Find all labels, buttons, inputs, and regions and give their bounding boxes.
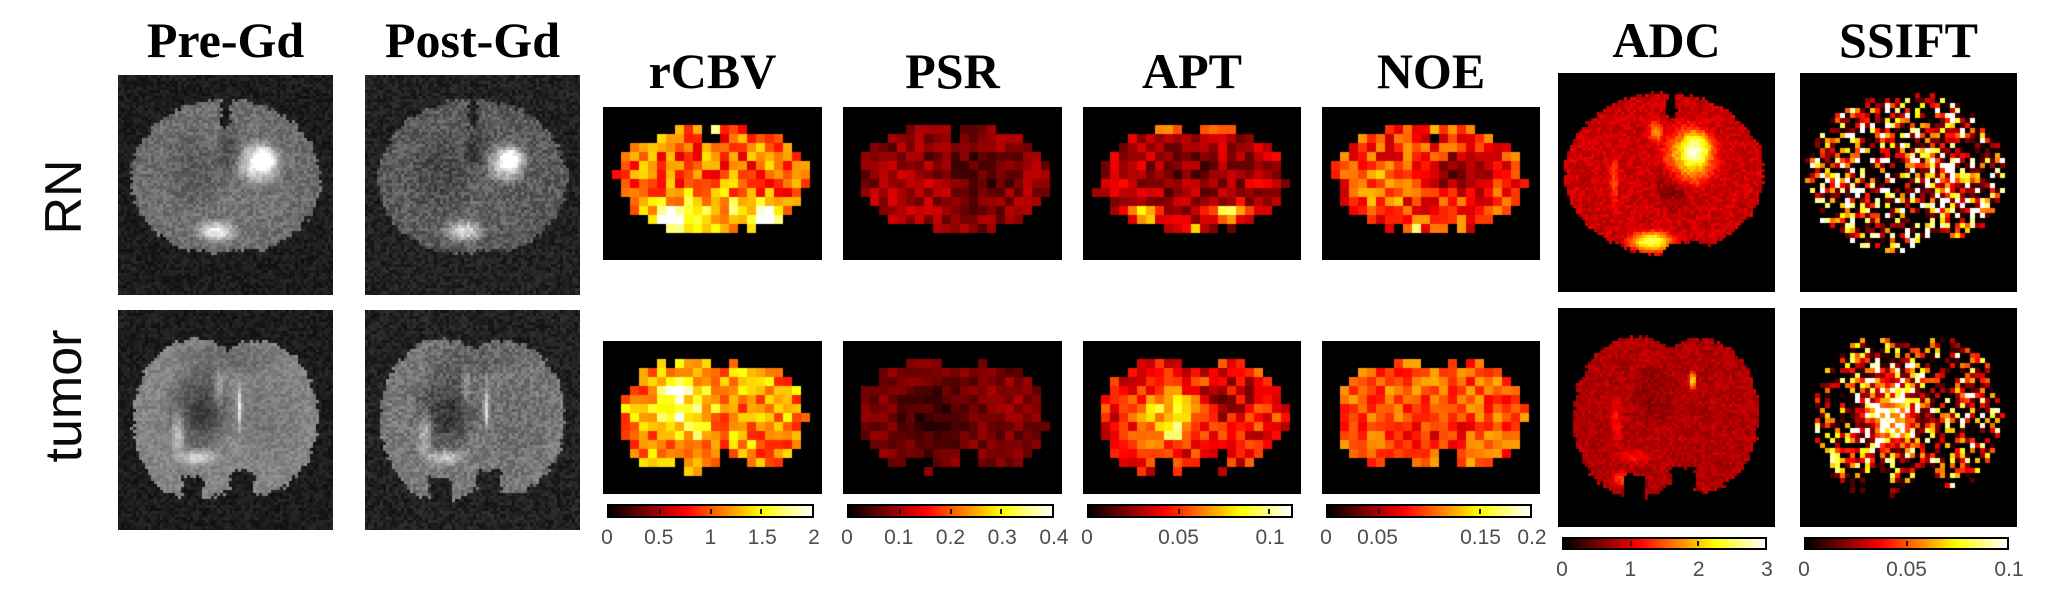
column-header-rcbv: rCBV [648,43,777,99]
column-header-psr: PSR [905,43,1000,99]
colorbar-ssift-tickmark [1905,541,1908,546]
colorbar-ssift-gradient [1804,537,2009,550]
panel-apt-rn-brain-image [1083,107,1301,260]
colorbar-apt-tick-labels: 0 0.05 0.1 [1081,526,1293,552]
colorbar-psr-tickmark [949,509,952,514]
colorbar-psr-tick-label-3: 0.3 [987,526,1017,549]
colorbar-adc-tick-label-3: 3 [1761,558,1773,581]
colorbar-ssift-tick-labels: 0 0.05 0.1 [1798,558,2023,584]
column-header-apt: APT [1142,43,1242,99]
panel-noe-tumor-brain-image [1322,341,1540,494]
colorbar-adc-tick-label-0: 0 [1556,558,1568,581]
panel-post-gd-tumor-brain-image [365,310,580,530]
column-header-post-gd: Post-Gd [385,12,560,68]
column-header-pre-gd: Pre-Gd [146,12,305,68]
colorbar-psr-tick-label-0: 0 [841,526,853,549]
colorbar-rcbv-gradient [607,504,814,518]
colorbar-apt [1087,504,1293,518]
colorbar-apt-tickmark [1267,509,1270,514]
colorbar-psr-tick-label-1: 0.1 [884,526,914,549]
colorbar-ssift-tick-label-2: 0.1 [1994,558,2024,581]
colorbar-ssift-tick-label-0: 0 [1798,558,1810,581]
colorbar-psr-tickmark [1000,509,1003,514]
row-label-rn: RN [35,159,93,235]
panel-apt-tumor-brain-image [1083,341,1301,494]
colorbar-psr [847,504,1054,518]
panel-ssift-tumor-brain-image [1800,308,2017,527]
colorbar-rcbv-tickmark [658,509,661,514]
colorbar-adc-tickmark [1629,541,1632,546]
colorbar-rcbv-tick-label-4: 2 [808,526,820,549]
column-header-adc: ADC [1612,12,1721,68]
colorbar-apt-gradient [1087,504,1293,518]
colorbar-psr-tickmark [898,509,901,514]
panel-pre-gd-tumor-brain-image [118,310,333,530]
colorbar-rcbv-tick-label-2: 1 [704,526,717,549]
colorbar-rcbv-tick-labels: 0 0.5 1 1.5 2 [601,526,820,552]
panel-adc-rn-brain-image [1558,73,1775,292]
colorbar-noe-tick-label-2: 0.15 [1460,526,1501,549]
colorbar-ssift [1804,537,2009,550]
panel-adc-tumor-brain-image [1558,308,1775,527]
panel-psr-tumor-brain-image [843,341,1062,494]
panel-noe-rn-brain-image [1322,107,1540,260]
colorbar-noe-gradient [1326,504,1532,518]
colorbar-noe-tickmark [1478,509,1481,514]
panel-post-gd-rn-brain-image [365,75,580,295]
column-header-noe: NOE [1376,43,1486,99]
panel-pre-gd-rn-brain-image [118,75,333,295]
colorbar-rcbv-tickmark [709,509,712,514]
colorbar-apt-tickmark [1177,509,1180,514]
colorbar-psr-tick-label-2: 0.2 [935,526,966,549]
panel-ssift-rn-brain-image [1800,73,2017,292]
colorbar-psr-tick-label-4: 0.4 [1039,526,1069,549]
panel-psr-rn-brain-image [843,107,1062,260]
colorbar-adc-gradient [1562,537,1767,550]
colorbar-adc-tick-label-1: 1 [1624,558,1637,581]
colorbar-psr-tick-labels: 0 0.1 0.2 0.3 0.4 [841,526,1068,552]
colorbar-rcbv-tick-label-0: 0 [601,526,613,549]
colorbar-apt-tick-label-1: 0.05 [1158,526,1199,549]
colorbar-rcbv-tickmark [760,509,763,514]
colorbar-apt-tick-label-2: 0.1 [1255,526,1285,549]
colorbar-noe [1326,504,1532,518]
colorbar-psr-gradient [847,504,1054,518]
colorbar-noe-tick-labels: 0 0.05 0.15 0.2 [1320,526,1546,552]
colorbar-noe-tickmark [1377,509,1380,514]
column-header-ssift: SSIFT [1839,12,1978,68]
colorbar-noe-tick-label-1: 0.05 [1357,526,1398,549]
row-label-tumor: tumor [35,329,93,463]
panel-rcbv-tumor-brain-image [603,341,822,494]
colorbar-adc-tickmark [1696,541,1699,546]
colorbar-adc-tick-label-2: 2 [1692,558,1705,581]
colorbar-adc [1562,537,1767,550]
colorbar-rcbv-tick-label-3: 1.5 [747,526,777,549]
colorbar-rcbv-tick-label-1: 0.5 [644,526,674,549]
panel-rcbv-rn-brain-image [603,107,822,260]
colorbar-noe-tick-label-0: 0 [1320,526,1332,549]
colorbar-apt-tick-label-0: 0 [1081,526,1093,549]
colorbar-ssift-tick-label-1: 0.05 [1886,558,1927,581]
colorbar-rcbv [607,504,814,518]
colorbar-adc-tick-labels: 0 1 2 3 [1556,558,1773,584]
colorbar-noe-tick-label-3: 0.2 [1517,526,1547,549]
